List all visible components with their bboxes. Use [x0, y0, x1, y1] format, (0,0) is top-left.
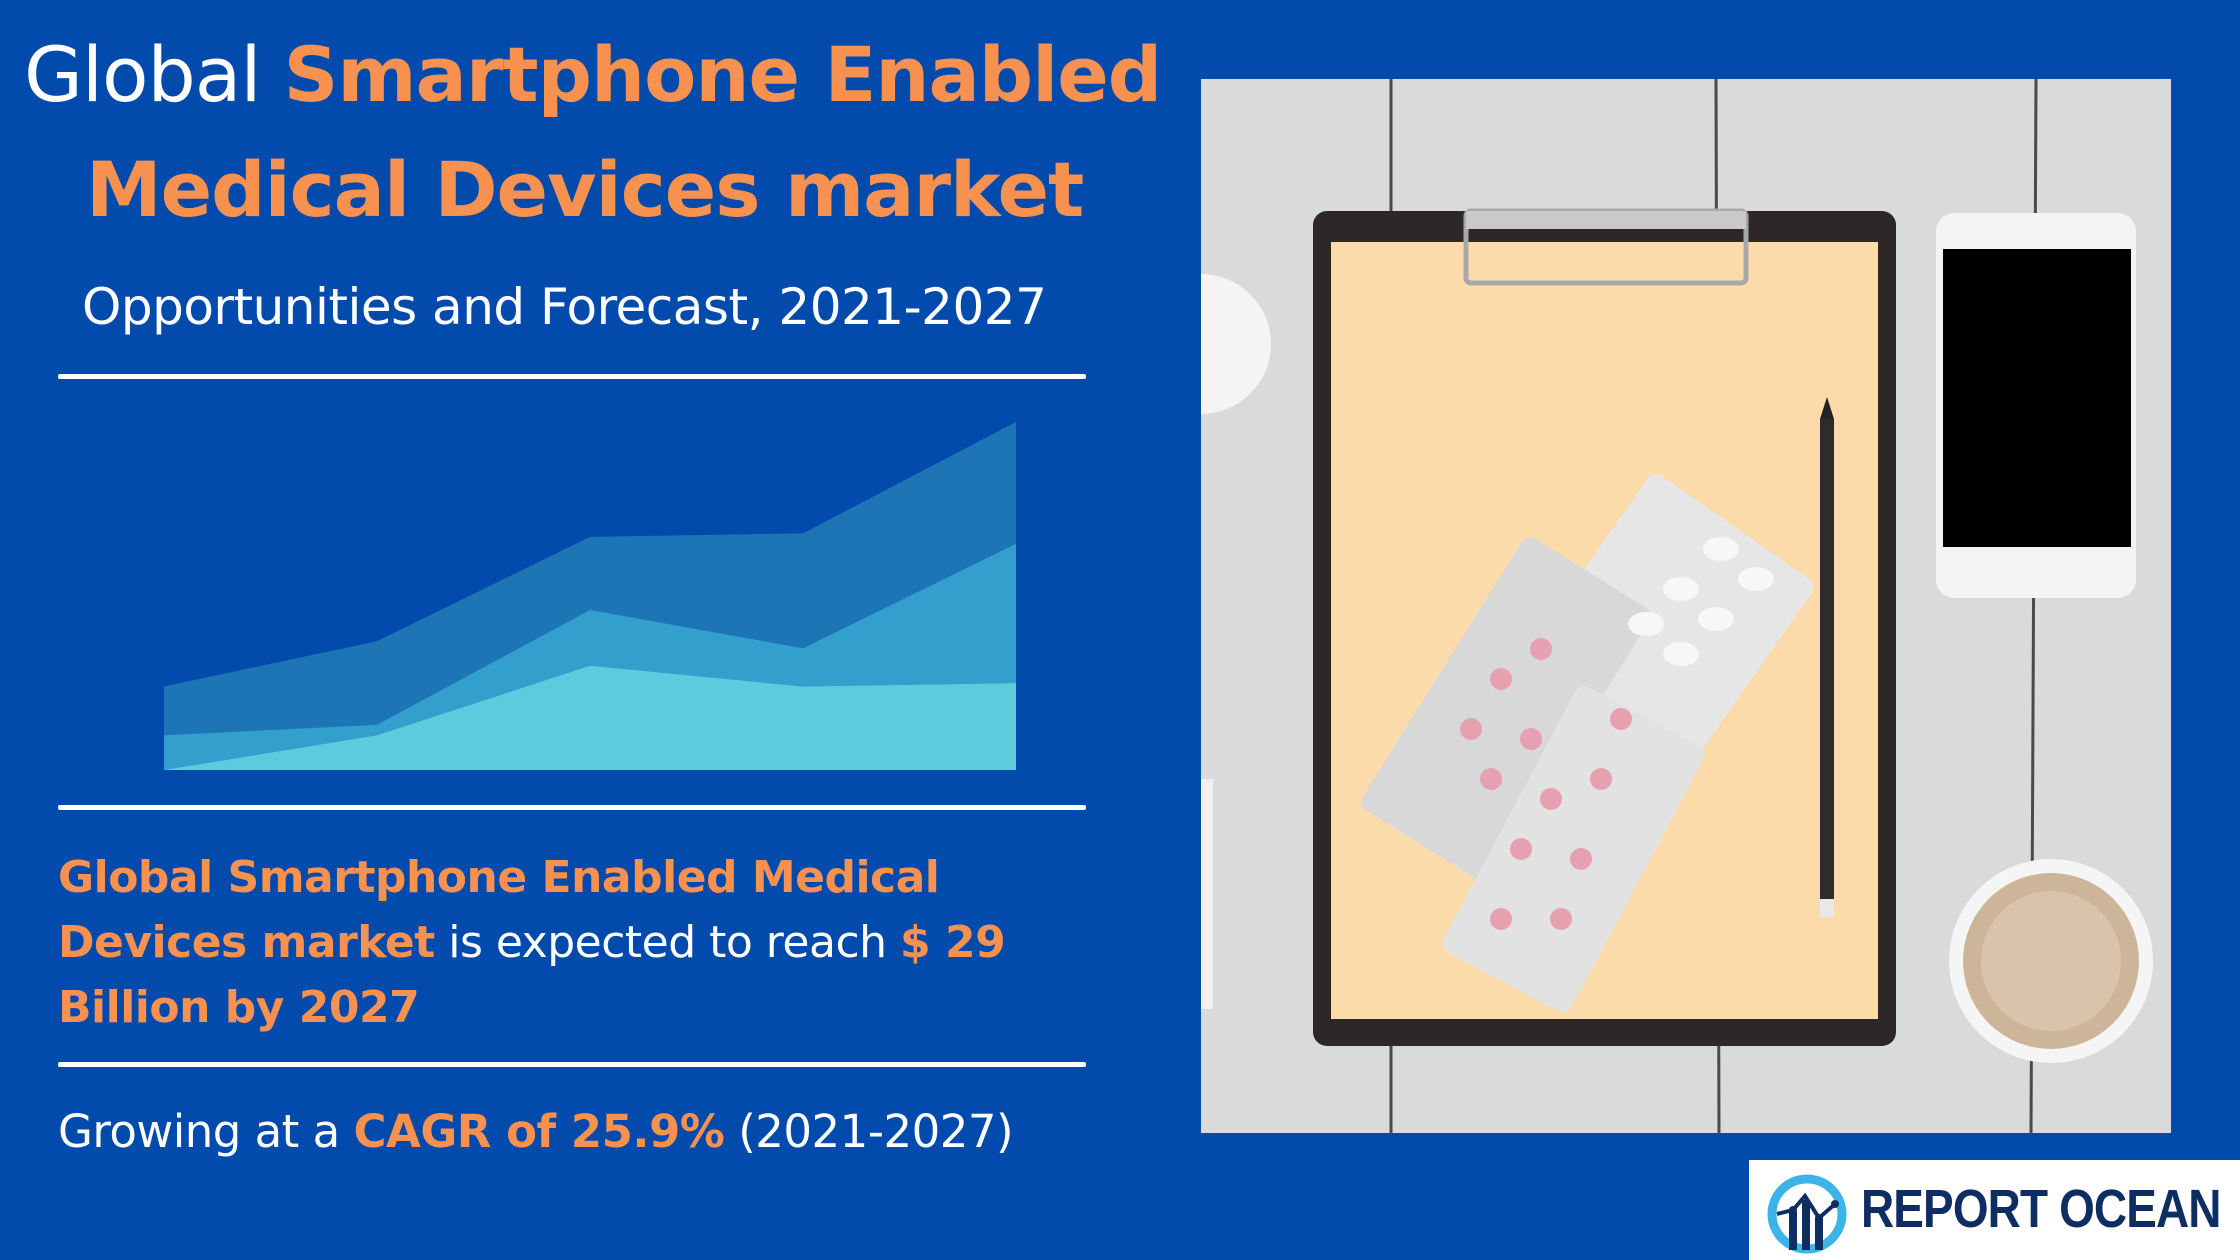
page-title-line1: Global Smartphone Enabled: [24, 30, 1162, 119]
market-summary: Global Smartphone Enabled Medical Device…: [58, 845, 1118, 1040]
title-highlight-1: Smartphone Enabled: [283, 30, 1163, 119]
divider-3: [58, 1062, 1086, 1067]
report-ocean-logo: REPORT OCEAN: [1749, 1160, 2240, 1260]
title-prefix: Global: [24, 30, 261, 119]
area-series-middle: [164, 543, 1016, 770]
pencil: [1820, 419, 1834, 899]
growth-period: (2021-2027): [724, 1105, 1014, 1158]
area-series-bottom: [164, 665, 1016, 770]
blister-packs: [1361, 474, 1814, 1013]
growth-prefix: Growing at a: [58, 1105, 354, 1158]
growth-statement: Growing at a CAGR of 25.9% (2021-2027): [58, 1105, 1014, 1158]
stacked-area-chart: [164, 422, 1016, 770]
page-title-line2: Medical Devices market: [86, 145, 1084, 234]
market-value: $ 29 Billion by 2027: [58, 917, 1006, 1033]
divider-1: [58, 374, 1086, 379]
smartphone-screen: [1943, 249, 2131, 547]
area-series-top: [164, 422, 1016, 736]
logo-chart-icon: [1767, 1174, 1847, 1254]
summary-middle: is expected to reach: [434, 917, 901, 968]
photo-illustration: [1201, 79, 2171, 1133]
plate: [1201, 274, 1271, 414]
cagr-value: CAGR of 25.9%: [353, 1105, 725, 1158]
divider-2: [58, 805, 1086, 810]
market-name: Global Smartphone Enabled Medical Device…: [58, 852, 940, 968]
logo-text: REPORT OCEAN: [1861, 1179, 2221, 1239]
hero-photo: [1201, 79, 2171, 1133]
subtitle: Opportunities and Forecast, 2021-2027: [82, 278, 1047, 336]
